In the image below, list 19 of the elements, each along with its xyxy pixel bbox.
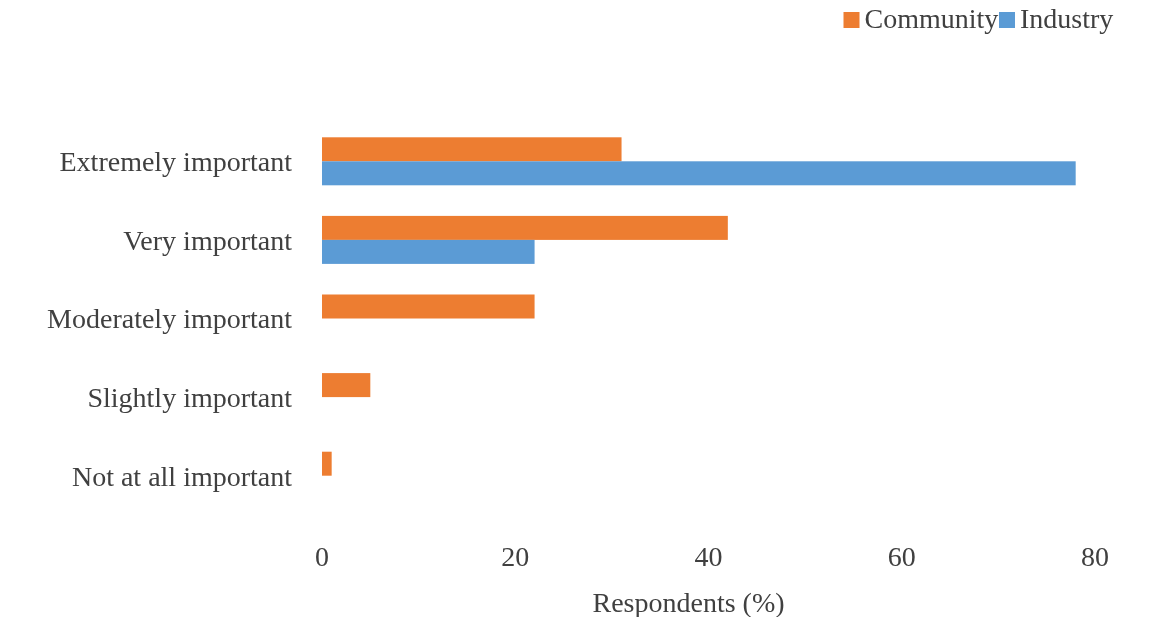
bar xyxy=(322,215,728,240)
y-tick-label: Moderately important xyxy=(47,303,293,335)
bar xyxy=(322,294,535,319)
bar xyxy=(322,161,1076,186)
x-tick-label: 60 xyxy=(887,541,916,572)
y-tick-label: Not at all important xyxy=(71,460,293,492)
bar xyxy=(322,451,332,476)
bar xyxy=(322,137,622,162)
x-tick-label: 0 xyxy=(315,541,329,572)
x-tick-label: 40 xyxy=(694,541,723,572)
y-tick-label: Extremely important xyxy=(59,146,293,178)
bar xyxy=(322,239,535,264)
x-tick-label: 80 xyxy=(1081,541,1109,572)
y-tick-label: Very important xyxy=(123,224,293,256)
bar xyxy=(322,373,371,398)
legend-label: Community xyxy=(864,3,999,34)
legend-label: Industry xyxy=(1020,3,1114,34)
x-tick-label: 20 xyxy=(501,541,530,572)
y-tick-label: Slightly important xyxy=(87,381,293,413)
